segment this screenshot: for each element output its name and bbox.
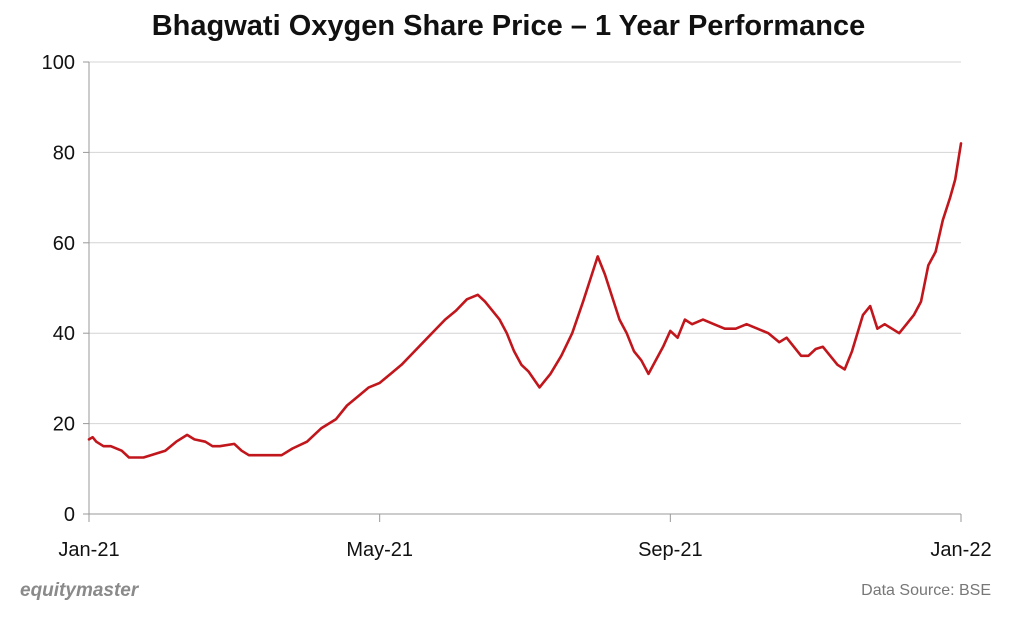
series-line-share-price: [87, 142, 963, 459]
y-tick-labels: 0 20 40 60 80 100: [42, 52, 75, 526]
x-tick-label: Jan-21: [58, 539, 119, 561]
brand-logo-text: equitymaster: [20, 580, 139, 601]
y-tick-label: 40: [53, 323, 75, 345]
y-tick-label: 20: [53, 414, 75, 436]
x-tick-label: Sep-21: [638, 539, 703, 561]
gridlines: [89, 61, 961, 425]
y-tick-label: 100: [42, 52, 75, 74]
x-tick-label: May-21: [346, 539, 413, 561]
x-tick-labels: Jan-21 May-21 Sep-21 Jan-22: [58, 539, 991, 561]
data-source-note: Data Source: BSE: [861, 582, 991, 599]
y-tick-label: 80: [53, 142, 75, 164]
x-tick-label: Jan-22: [930, 539, 991, 561]
series: [87, 142, 963, 459]
y-tick-label: 60: [53, 233, 75, 255]
chart-title: Bhagwati Oxygen Share Price – 1 Year Per…: [151, 10, 866, 42]
axes: [83, 61, 962, 522]
y-tick-label: 0: [64, 504, 75, 526]
